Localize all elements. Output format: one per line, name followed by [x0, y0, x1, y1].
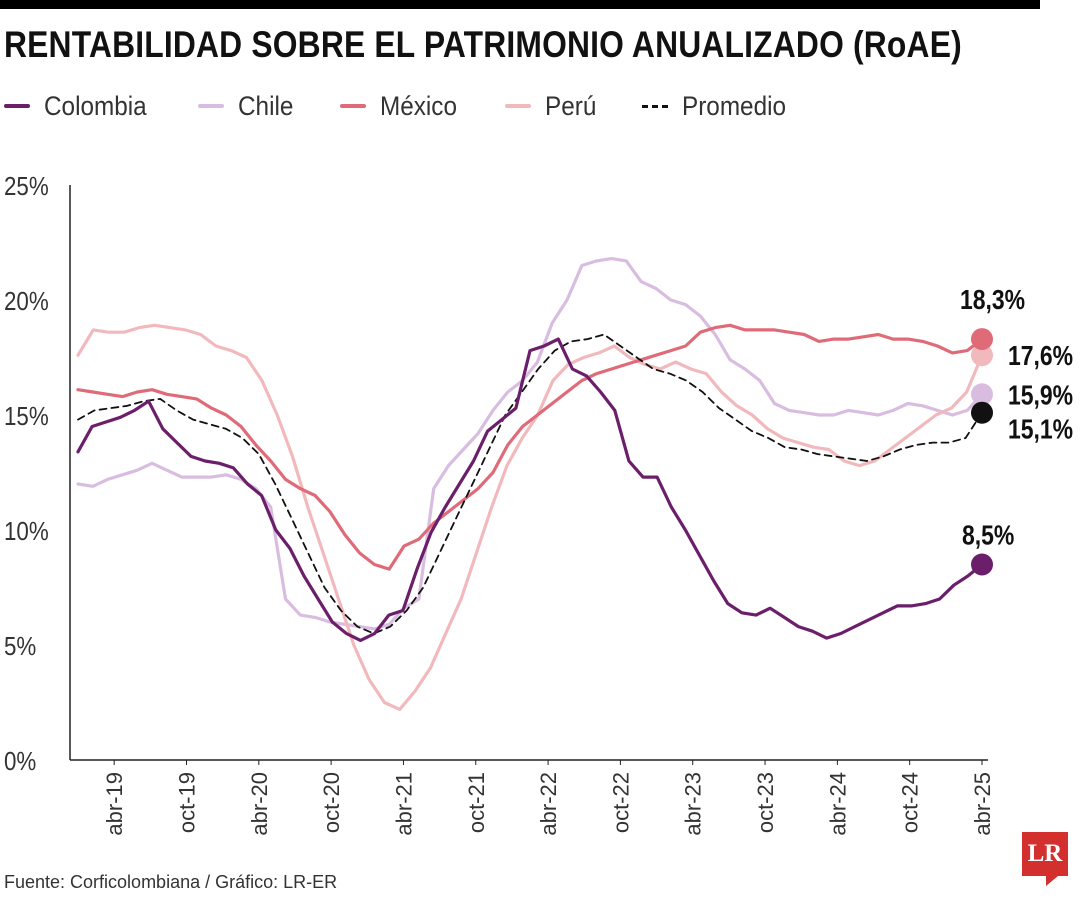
chart-title: RENTABILIDAD SOBRE EL PATRIMONIO ANUALIZ… — [4, 24, 962, 65]
end-point-marker — [971, 401, 993, 424]
end-point-marker — [971, 328, 993, 351]
legend-label-peru: Perú — [545, 90, 597, 121]
lr-logo: LR — [1022, 832, 1068, 876]
x-tick-label: abr-23 — [681, 772, 706, 836]
x-tick-label: abr-19 — [102, 772, 127, 836]
end-value-label: 17,6% — [1008, 341, 1073, 372]
x-tick-label: abr-22 — [536, 772, 561, 836]
top-rule — [0, 0, 1040, 9]
x-tick-label: oct-19 — [174, 772, 199, 833]
end-point-marker — [971, 553, 993, 576]
x-tick-label: oct-22 — [608, 772, 633, 833]
end-value-label: 18,3% — [960, 285, 1025, 316]
series-line-mxico — [76, 323, 984, 571]
legend-item-peru: Perú — [505, 91, 602, 122]
x-tick-label: oct-20 — [319, 772, 344, 833]
legend-item-chile: Chile — [198, 91, 300, 122]
y-tick-label: 15% — [4, 402, 49, 431]
legend-swatch-chile — [198, 104, 225, 108]
end-value-label: 15,9% — [1008, 380, 1073, 411]
x-tick-label: abr-21 — [391, 772, 416, 836]
legend-label-mexico: México — [379, 90, 457, 121]
y-tick-label: 0% — [4, 747, 36, 776]
source-note: Fuente: Corficolombiana / Gráfico: LR-ER — [4, 872, 338, 892]
legend-label-promedio: Promedio — [682, 90, 787, 121]
legend-item-mexico: México — [339, 90, 466, 122]
legend-item-promedio: Promedio — [642, 91, 798, 122]
y-tick-label: 5% — [4, 632, 36, 661]
end-point-marker — [971, 344, 993, 367]
legend-swatch-promedio — [642, 104, 669, 108]
legend-swatch-peru — [505, 104, 532, 108]
y-tick-label: 25% — [4, 172, 49, 201]
x-tick-label: oct-23 — [753, 772, 778, 833]
legend-label-chile: Chile — [238, 90, 294, 121]
legend-swatch-mexico — [339, 104, 366, 108]
legend: Colombia Chile México Perú Promedio — [4, 88, 838, 124]
legend-label-colombia: Colombia — [44, 90, 147, 121]
end-point-marker — [971, 383, 993, 406]
line-chart: 0% 5% 10% 15% 20% 25% abr-19 oct-19 abr-20 oct-20… — [4, 172, 1073, 836]
x-tick-label: abr-25 — [970, 772, 995, 836]
x-tick-label: oct-21 — [464, 772, 489, 833]
end-value-label: 15,1% — [1008, 415, 1073, 446]
series-line-chile — [76, 256, 984, 631]
series-line-colombia — [76, 337, 984, 642]
x-tick-label: abr-24 — [825, 772, 850, 836]
y-tick-label: 20% — [4, 287, 49, 316]
series-line-promedio — [77, 333, 983, 635]
y-tick-label: 10% — [4, 517, 49, 546]
lr-logo-tail — [1046, 876, 1058, 886]
legend-swatch-colombia — [4, 104, 30, 108]
series-line-per — [76, 323, 984, 712]
legend-item-colombia: Colombia — [4, 91, 158, 122]
x-tick-label: oct-24 — [898, 772, 923, 833]
x-tick-label: abr-20 — [247, 772, 272, 836]
end-value-label: 8,5% — [962, 520, 1015, 551]
